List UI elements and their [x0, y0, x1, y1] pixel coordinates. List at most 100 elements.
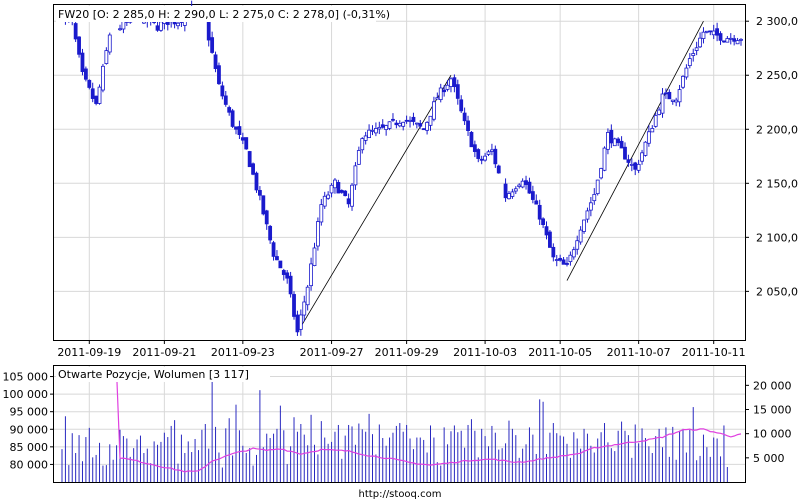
volume-tick-label: 10 000 — [753, 428, 792, 441]
candle-body — [449, 78, 453, 87]
candle-body — [220, 85, 225, 97]
candle-body — [565, 262, 569, 265]
candle-body — [527, 181, 532, 194]
candle-body — [503, 183, 508, 199]
candle-body — [493, 148, 498, 165]
candle-body — [237, 126, 242, 135]
candle-body — [496, 165, 501, 174]
date-tick-label: 2011-09-29 — [375, 346, 439, 359]
candle-body — [281, 270, 286, 275]
candle-body — [524, 180, 528, 185]
open-interest-line — [61, 370, 742, 473]
price-tick-label: 2 050,0 — [756, 285, 798, 298]
date-axis: 2011-09-19 2011-09-21 2011-09-23 2011-09-27… — [57, 340, 746, 359]
source-link[interactable]: http://stooq.com — [359, 489, 442, 500]
candle-body — [616, 138, 621, 144]
candle-body — [363, 135, 368, 141]
candle-body — [374, 128, 378, 134]
candle-body — [636, 163, 641, 171]
top-panel: 2 050,0 2 100,0 2 150,0 2 200,0 2 250,0 2 300… — [53, 0, 798, 359]
candle-body — [619, 140, 624, 149]
candle-body — [599, 168, 604, 179]
candle-body — [582, 219, 586, 232]
date-tick-label: 2011-09-19 — [57, 346, 121, 359]
candle-body — [708, 30, 713, 33]
candle-body — [517, 184, 522, 187]
candle-body — [722, 40, 726, 43]
candle-body — [309, 263, 313, 287]
candle-body — [261, 195, 266, 215]
price-tick-label: 2 250,0 — [756, 69, 798, 82]
candle-body — [350, 184, 354, 207]
candle-body — [227, 107, 232, 113]
candle-body — [455, 84, 460, 99]
candle-body — [356, 150, 361, 165]
candle-body — [725, 38, 730, 43]
candle-body — [87, 79, 92, 88]
candle-body — [681, 75, 685, 88]
candle-body — [213, 54, 218, 69]
candle-body — [97, 86, 102, 104]
candle-body — [288, 275, 293, 295]
candle-body — [568, 254, 573, 263]
candle-body — [660, 93, 665, 114]
candle-body — [206, 19, 211, 41]
trend-lines — [297, 21, 704, 333]
candle-body — [490, 149, 494, 152]
candle-body — [643, 141, 648, 156]
candle-body — [735, 40, 740, 45]
candle-body — [155, 25, 160, 31]
candle-body — [268, 225, 273, 241]
candle-body — [404, 119, 409, 122]
candle-body — [701, 31, 706, 39]
candle-body — [380, 124, 385, 128]
candle-body — [329, 184, 334, 194]
candle-body — [472, 144, 477, 152]
candle-body — [445, 84, 450, 90]
candle-body — [264, 210, 269, 225]
candle-body — [438, 87, 443, 101]
candle-body — [609, 129, 614, 144]
candle-body — [585, 210, 590, 220]
candle-body — [217, 65, 221, 85]
candle-body — [653, 115, 658, 127]
candle-body — [554, 259, 559, 261]
volume-tick-label: 5 000 — [753, 452, 785, 465]
title-bg — [56, 6, 376, 22]
trend-line — [566, 21, 704, 281]
candle-body — [339, 190, 344, 193]
candle-body — [469, 131, 474, 148]
candle-body — [326, 194, 331, 199]
candle-body — [510, 191, 515, 197]
candle-body — [353, 165, 358, 186]
candle-body — [698, 37, 702, 48]
candle-body — [626, 159, 631, 163]
candle-body — [90, 88, 95, 99]
bottom-panel: 80 000 85 000 90 000 95 000 100 000 105 000 5… — [3, 365, 792, 483]
date-tick-label: 2011-09-21 — [132, 346, 196, 359]
candle-body — [210, 37, 215, 53]
candle-body — [254, 172, 259, 191]
candle-body — [251, 163, 255, 175]
price-tick-label: 2 150,0 — [756, 177, 798, 190]
open-interest-axis: 80 000 85 000 90 000 95 000 100 000 105 000 — [3, 371, 54, 471]
candle-body — [285, 272, 290, 279]
candle-body — [466, 120, 470, 131]
candle-body — [640, 152, 644, 162]
candle-body — [244, 137, 249, 150]
candle-body — [592, 194, 597, 202]
candle-body — [101, 65, 105, 91]
date-tick-label: 2011-10-07 — [607, 346, 671, 359]
candle-body — [240, 137, 245, 141]
price-chart-title: FW20 [O: 2 285,0 H: 2 290,0 L: 2 275,0 C… — [58, 8, 390, 21]
candle-body — [530, 191, 535, 200]
candle-body — [486, 151, 491, 155]
date-tick-label: 2011-09-23 — [211, 346, 275, 359]
candle-body — [479, 158, 484, 161]
candle-body — [271, 242, 276, 257]
candle-body — [176, 22, 180, 27]
candle-body — [73, 23, 78, 40]
candle-body — [295, 314, 300, 333]
candle-body — [732, 38, 737, 42]
